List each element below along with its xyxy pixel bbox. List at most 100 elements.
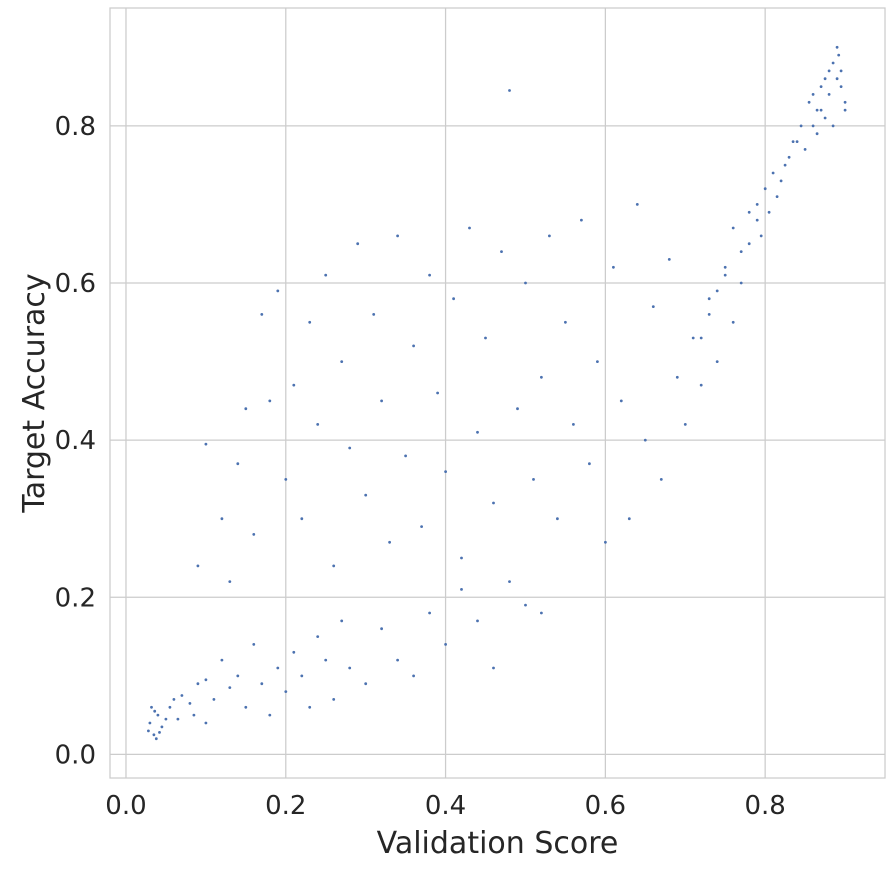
- data-point: [180, 694, 184, 697]
- data-point: [540, 375, 543, 379]
- data-point: [564, 320, 567, 324]
- data-point: [228, 686, 232, 689]
- data-point: [683, 423, 687, 426]
- data-point: [348, 666, 352, 670]
- data-point: [667, 258, 671, 261]
- data-point: [147, 729, 150, 733]
- x-tick-label: 0.8: [744, 791, 785, 821]
- data-point: [444, 643, 447, 646]
- data-point: [524, 603, 527, 607]
- data-point: [755, 218, 759, 222]
- data-point: [783, 163, 787, 167]
- data-point: [715, 360, 719, 363]
- data-point: [811, 93, 815, 96]
- data-point: [252, 643, 256, 646]
- data-point: [412, 674, 415, 678]
- data-point: [707, 297, 711, 301]
- data-point: [460, 588, 463, 591]
- data-point: [548, 234, 551, 238]
- data-point: [755, 203, 759, 206]
- data-point: [154, 737, 158, 741]
- data-point: [372, 313, 376, 316]
- data-point: [500, 250, 503, 254]
- data-point: [739, 250, 743, 254]
- data-point: [192, 713, 196, 717]
- data-point: [244, 705, 248, 709]
- data-point: [596, 360, 599, 363]
- data-point: [164, 717, 168, 721]
- data-point: [148, 721, 152, 725]
- data-point: [484, 336, 487, 340]
- data-point: [332, 564, 336, 568]
- y-tick-label: 0.4: [55, 426, 96, 456]
- data-point: [837, 53, 841, 57]
- x-tick-label: 0.2: [265, 791, 306, 821]
- data-points: [147, 45, 847, 741]
- data-point: [340, 360, 344, 363]
- data-point: [388, 540, 391, 544]
- x-tick-labels: 0.0 0.2 0.4 0.6 0.8: [105, 791, 786, 821]
- data-point: [659, 478, 663, 481]
- data-point: [188, 702, 192, 705]
- data-point: [779, 179, 783, 183]
- data-point: [276, 666, 280, 670]
- data-point: [492, 501, 495, 505]
- data-point: [831, 61, 835, 65]
- data-point: [428, 273, 431, 277]
- grid: [110, 8, 885, 778]
- data-point: [799, 124, 803, 128]
- data-point: [468, 226, 471, 230]
- data-point: [204, 678, 208, 682]
- x-tick-label: 0.4: [425, 791, 466, 821]
- data-point: [707, 313, 711, 316]
- data-point: [476, 430, 479, 434]
- data-point: [556, 517, 559, 521]
- data-point: [196, 682, 200, 686]
- data-point: [268, 399, 272, 403]
- data-point: [767, 210, 771, 214]
- data-point: [316, 423, 320, 426]
- data-point: [236, 674, 240, 678]
- data-point: [835, 77, 839, 81]
- data-point: [787, 155, 791, 159]
- data-point: [819, 108, 823, 112]
- data-point: [739, 281, 743, 285]
- data-point: [364, 682, 368, 686]
- data-point: [300, 674, 304, 678]
- data-point: [380, 399, 383, 403]
- data-point: [168, 705, 172, 709]
- data-point: [356, 242, 360, 246]
- data-point: [460, 556, 463, 560]
- data-point: [172, 698, 176, 701]
- data-point: [540, 611, 543, 615]
- data-point: [747, 210, 751, 214]
- data-point: [452, 297, 455, 301]
- data-point: [412, 344, 415, 348]
- data-point: [284, 478, 288, 481]
- data-point: [340, 619, 344, 623]
- data-point: [204, 721, 208, 725]
- data-point: [220, 517, 224, 521]
- data-point: [152, 733, 156, 737]
- data-point: [308, 705, 312, 709]
- data-point: [292, 650, 296, 654]
- data-point: [308, 320, 312, 324]
- data-point: [815, 132, 819, 136]
- data-point: [619, 399, 623, 403]
- data-point: [436, 391, 439, 395]
- data-point: [580, 218, 583, 222]
- data-point: [212, 698, 216, 701]
- data-point: [228, 580, 232, 583]
- data-point: [699, 336, 703, 340]
- data-point: [284, 690, 288, 693]
- data-point: [260, 682, 264, 686]
- data-point: [835, 45, 839, 49]
- data-point: [524, 281, 527, 285]
- data-point: [823, 77, 827, 81]
- data-point: [236, 462, 240, 466]
- data-point: [292, 383, 296, 387]
- x-tick-label: 0.6: [585, 791, 626, 821]
- data-point: [300, 517, 304, 521]
- y-tick-label: 0.6: [55, 269, 96, 299]
- data-point: [715, 289, 719, 293]
